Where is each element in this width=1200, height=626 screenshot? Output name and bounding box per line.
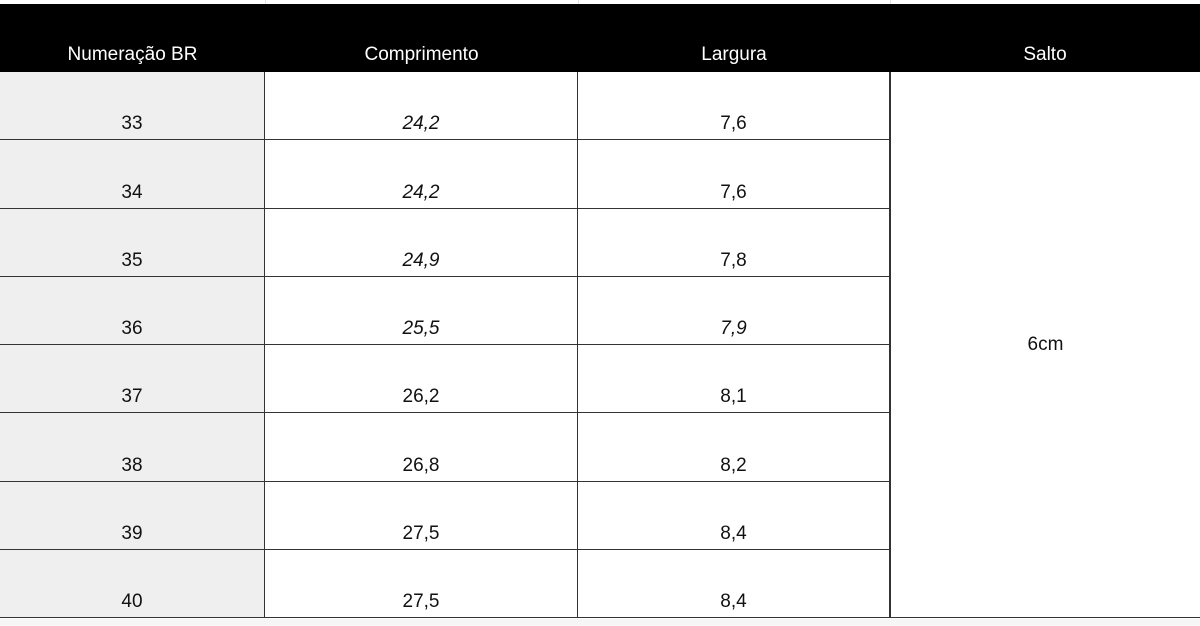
table-cell: 33 bbox=[0, 72, 265, 140]
table-cell: 8,4 bbox=[578, 482, 890, 550]
table-cell: 40 bbox=[0, 550, 265, 618]
table-cell: 7,6 bbox=[578, 140, 890, 209]
salto-cell: 6cm bbox=[890, 72, 1200, 618]
table-cell: 25,5 bbox=[265, 277, 578, 345]
grid-line bbox=[890, 0, 891, 4]
table-cell: 8,2 bbox=[578, 413, 890, 482]
table-cell: 8,1 bbox=[578, 345, 890, 413]
header-cell: Salto bbox=[1023, 44, 1067, 65]
header-row bbox=[0, 4, 1200, 72]
table-cell: 37 bbox=[0, 345, 265, 413]
table-cell: 27,5 bbox=[265, 482, 578, 550]
header-cell: Numeração BR bbox=[67, 44, 198, 65]
table-cell: 38 bbox=[0, 413, 265, 482]
table-cell: 26,8 bbox=[265, 413, 578, 482]
table-cell: 36 bbox=[0, 277, 265, 345]
table-cell: 27,5 bbox=[265, 550, 578, 618]
table-cell: 7,9 bbox=[578, 277, 890, 345]
table-cell: 7,6 bbox=[578, 72, 890, 140]
grid-line bbox=[578, 0, 579, 4]
table-cell: 26,2 bbox=[265, 345, 578, 413]
table-cell: 24,9 bbox=[265, 209, 578, 277]
header-cell: Comprimento bbox=[364, 44, 479, 65]
table-cell: 7,8 bbox=[578, 209, 890, 277]
grid-line bbox=[265, 0, 266, 4]
table-cell: 24,2 bbox=[265, 140, 578, 209]
table-cell: 35 bbox=[0, 209, 265, 277]
table-cell: 24,2 bbox=[265, 72, 578, 140]
table-cell: 8,4 bbox=[578, 550, 890, 618]
header-cell: Largura bbox=[701, 44, 767, 65]
table-cell: 39 bbox=[0, 482, 265, 550]
sheet-footer bbox=[0, 619, 1200, 626]
table-cell: 34 bbox=[0, 140, 265, 209]
